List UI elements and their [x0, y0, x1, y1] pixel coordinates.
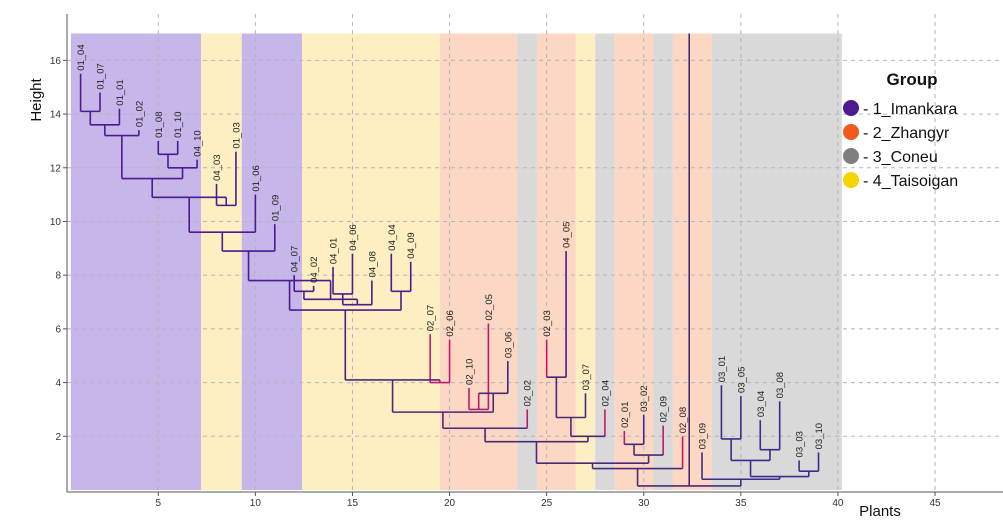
band-12-2_zhangyr — [672, 33, 712, 490]
leaf-label-02_09: 02_09 — [659, 396, 670, 422]
leaf-label-03_07: 03_07 — [581, 364, 592, 390]
grid-lines — [67, 14, 1003, 492]
band-13-3_coneu — [711, 33, 842, 490]
y-tick-label-8: 8 — [55, 271, 61, 282]
band-1-1_imankara — [70, 33, 201, 490]
leaf-label-04_08: 04_08 — [367, 251, 378, 277]
group-background-bands — [70, 33, 842, 490]
leaf-label-01_03: 01_03 — [231, 122, 242, 148]
leaf-label-04_06: 04_06 — [348, 224, 359, 250]
band-6-3_coneu — [517, 33, 537, 490]
leaf-label-03_02: 03_02 — [639, 385, 650, 411]
x-tick-label-35: 35 — [735, 498, 747, 509]
leaf-label-03_04: 03_04 — [756, 391, 767, 417]
leaf-label-04_10: 04_10 — [193, 130, 204, 156]
legend-label-1: - 1_Imankara — [863, 101, 957, 118]
leaf-label-02_06: 02_06 — [445, 310, 456, 336]
leaf-label-03_10: 03_10 — [814, 423, 825, 449]
leaf-label-03_08: 03_08 — [775, 372, 786, 398]
x-tick-label-30: 30 — [638, 498, 650, 509]
leaf-label-03_01: 03_01 — [717, 356, 728, 382]
legend-label-4: - 4_Taisoigan — [863, 173, 958, 190]
leaf-label-01_06: 01_06 — [251, 165, 262, 191]
band-4-4_taisoigan — [301, 33, 440, 490]
leaf-label-02_10: 02_10 — [464, 359, 475, 385]
y-tick-label-12: 12 — [50, 163, 62, 174]
x-tick-label-45: 45 — [929, 498, 941, 509]
leaf-label-01_04: 01_04 — [76, 44, 87, 70]
band-7-2_zhangyr — [536, 33, 576, 490]
y-tick-label-10: 10 — [50, 217, 62, 228]
leaf-label-02_01: 02_01 — [620, 402, 631, 428]
leaf-label-02_04: 02_04 — [600, 380, 611, 406]
y-axis-title: Height — [28, 77, 45, 121]
legend-marker-3 — [843, 148, 859, 164]
leaf-label-03_03: 03_03 — [795, 431, 806, 457]
leaf-label-02_02: 02_02 — [523, 380, 534, 406]
y-tick-label-14: 14 — [50, 110, 62, 121]
leaf-label-03_06: 03_06 — [503, 332, 514, 358]
x-tick-label-5: 5 — [155, 498, 161, 509]
leaf-label-02_07: 02_07 — [426, 305, 437, 331]
y-tick-label-2: 2 — [55, 432, 61, 443]
leaf-labels: 01_04 01_07 01_01 01_02 01_08 01_10 04_10 04_03… — [76, 44, 825, 457]
band-8-4_taisoigan — [575, 33, 596, 490]
leaf-label-04_07: 04_07 — [290, 246, 301, 272]
leaf-label-02_05: 02_05 — [484, 294, 495, 320]
band-9-3_coneu — [595, 33, 615, 490]
leaf-label-03_05: 03_05 — [736, 367, 747, 393]
x-tick-label-20: 20 — [444, 498, 456, 509]
y-tick-label-4: 4 — [55, 378, 61, 389]
band-3-1_imankara — [241, 33, 302, 490]
leaf-label-01_01: 01_01 — [115, 79, 126, 105]
legend-marker-4 — [843, 172, 859, 188]
legend-label-2: - 2_Zhangyr — [863, 125, 950, 142]
x-tick-label-15: 15 — [347, 498, 359, 509]
leaf-label-02_08: 02_08 — [678, 407, 689, 433]
x-tick-labels: 5 10 15 20 25 30 35 40 45 — [155, 492, 941, 509]
legend-marker-2 — [843, 124, 859, 140]
x-axis-title: Plants — [859, 503, 901, 520]
band-5-2_zhangyr — [439, 33, 518, 490]
y-tick-label-6: 6 — [55, 324, 61, 335]
leaf-label-03_09: 03_09 — [698, 423, 709, 449]
x-tick-label-10: 10 — [250, 498, 262, 509]
leaf-label-04_09: 04_09 — [406, 232, 417, 258]
dendrogram-branches — [79, 33, 820, 487]
leaf-label-01_07: 01_07 — [96, 63, 107, 89]
y-tick-label-16: 16 — [50, 56, 62, 67]
legend-marker-1 — [843, 100, 859, 116]
band-2-4_taisoigan — [200, 33, 242, 490]
leaf-label-01_08: 01_08 — [154, 111, 165, 137]
legend-title: Group — [887, 70, 938, 89]
y-tick-labels: 2 4 6 8 10 12 14 16 — [50, 56, 67, 443]
legend-label-3: - 3_Coneu — [863, 149, 938, 166]
legend: Group - 1_Imankara - 2_Zhangyr - 3_Coneu - … — [843, 70, 958, 190]
x-tick-label-40: 40 — [832, 498, 844, 509]
leaf-label-04_04: 04_04 — [387, 224, 398, 250]
band-11-3_coneu — [653, 33, 673, 490]
leaf-label-04_03: 04_03 — [212, 154, 223, 180]
leaf-label-01_02: 01_02 — [134, 101, 145, 127]
leaf-label-04_05: 04_05 — [562, 222, 573, 248]
leaf-label-01_10: 01_10 — [173, 111, 184, 137]
band-10-2_zhangyr — [614, 33, 654, 490]
leaf-label-01_09: 01_09 — [270, 195, 281, 221]
leaf-label-04_01: 04_01 — [329, 238, 340, 264]
leaf-label-02_03: 02_03 — [542, 310, 553, 336]
x-tick-label-25: 25 — [541, 498, 553, 509]
leaf-label-04_02: 04_02 — [309, 257, 320, 283]
axes — [66, 14, 1003, 493]
